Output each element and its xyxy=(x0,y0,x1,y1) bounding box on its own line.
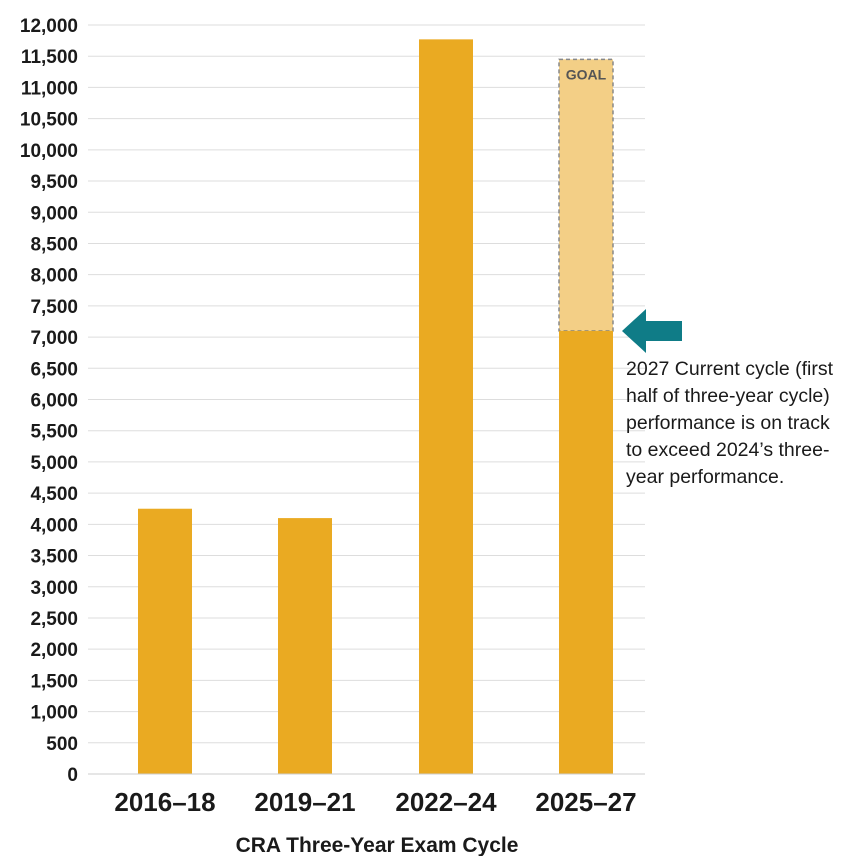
y-tick-label: 4,500 xyxy=(30,484,78,505)
y-tick-label: 2,500 xyxy=(30,609,78,630)
y-tick-label: 5,000 xyxy=(30,453,78,474)
y-tick-label: 2,000 xyxy=(30,640,78,661)
y-tick-label: 1,500 xyxy=(30,671,78,692)
x-tick-label: 2022–24 xyxy=(395,787,497,817)
y-tick-label: 6,000 xyxy=(30,391,78,412)
y-tick-label: 500 xyxy=(46,734,78,755)
y-tick-label: 11,500 xyxy=(21,47,78,68)
y-tick-label: 6,500 xyxy=(30,359,78,380)
y-tick-label: 5,500 xyxy=(30,422,78,443)
goal-label: GOAL xyxy=(566,66,607,82)
y-tick-label: 3,000 xyxy=(30,578,78,599)
y-tick-label: 11,000 xyxy=(21,78,78,99)
left-arrow-icon xyxy=(622,309,682,353)
y-tick-label: 0 xyxy=(67,765,78,786)
bars: GOAL xyxy=(138,39,614,774)
y-tick-label: 7,500 xyxy=(30,297,78,318)
y-tick-label: 9,000 xyxy=(30,203,78,224)
y-tick-label: 7,000 xyxy=(30,328,78,349)
x-tick-label: 2025–27 xyxy=(535,787,636,817)
y-tick-label: 4,000 xyxy=(30,515,78,536)
x-tick-label: 2016–18 xyxy=(114,787,215,817)
y-tick-label: 10,000 xyxy=(20,141,78,162)
annotation-arrow xyxy=(622,309,682,353)
y-tick-label: 1,000 xyxy=(30,703,78,724)
y-tick-label: 10,500 xyxy=(20,110,78,131)
bar-2025–27 xyxy=(559,330,613,774)
annotation-text: 2027 Current cycle (first half of three-… xyxy=(626,358,833,488)
y-tick-label: 12,000 xyxy=(20,16,78,37)
y-tick-label: 3,500 xyxy=(30,547,78,568)
y-axis: 0 500 1,000 1,500 2,000 2,500 3,000 3,500 4,000 4… xyxy=(20,16,78,786)
goal-bar xyxy=(558,58,614,332)
y-tick-label: 8,500 xyxy=(30,234,78,255)
bar-2019–21 xyxy=(278,518,332,774)
x-axis-title: CRA Three-Year Exam Cycle xyxy=(236,834,519,856)
x-axis: 2016–18 2019–21 2022–24 2025–27 xyxy=(88,773,645,817)
bar-2022–24 xyxy=(419,39,473,774)
x-tick-label: 2019–21 xyxy=(254,787,355,817)
bar-2016–18 xyxy=(138,508,192,774)
y-tick-label: 8,000 xyxy=(30,266,78,287)
y-tick-label: 9,500 xyxy=(30,172,78,193)
